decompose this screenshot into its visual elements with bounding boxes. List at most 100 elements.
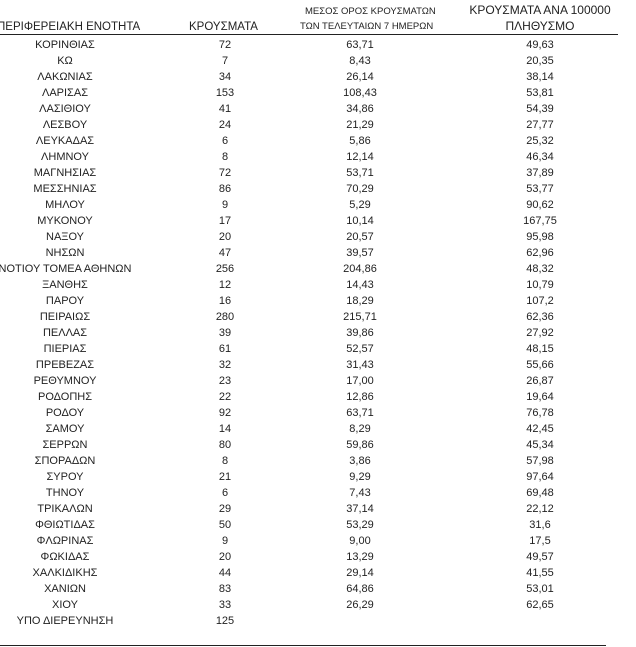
cases-cell: 20 bbox=[218, 231, 232, 243]
per100k-cell: 26,87 bbox=[526, 375, 554, 387]
region-cell: ΝΑΞΟΥ bbox=[46, 231, 84, 243]
cases-cell: 47 bbox=[218, 247, 232, 259]
table-row: ΣΠΟΡΑΔΩΝ 8 3,86 57,98 bbox=[0, 453, 636, 469]
cases-cell: 9 bbox=[221, 199, 229, 211]
per100k-cell: 53,77 bbox=[526, 183, 554, 195]
table-row: ΜΕΣΣΗΝΙΑΣ 86 70,29 53,77 bbox=[0, 181, 636, 197]
avg7-cell: 26,29 bbox=[346, 599, 374, 611]
region-cell: ΛΗΜΝΟΥ bbox=[41, 151, 89, 163]
per100k-cell: 76,78 bbox=[526, 407, 554, 419]
avg7-cell: 31,43 bbox=[346, 359, 374, 371]
region-cell: ΦΛΩΡΙΝΑΣ bbox=[36, 535, 94, 547]
per100k-cell: 25,32 bbox=[526, 135, 554, 147]
per100k-cell: 27,92 bbox=[526, 327, 554, 339]
header-avg-line2: ΤΩΝ ΤΕΛΕΥΤΑΙΩΝ 7 ΗΜΕΡΩΝ bbox=[300, 21, 434, 32]
cases-cell: 72 bbox=[218, 39, 232, 51]
per100k-cell: 55,66 bbox=[526, 359, 554, 371]
cases-cell: 6 bbox=[221, 135, 229, 147]
table-row: ΡΟΔΟΠΗΣ 22 12,86 19,64 bbox=[0, 389, 636, 405]
table-row: ΠΑΡΟΥ 16 18,29 107,2 bbox=[0, 293, 636, 309]
per100k-cell: 46,34 bbox=[526, 151, 554, 163]
cases-cell: 80 bbox=[218, 439, 232, 451]
per100k-cell: 38,14 bbox=[526, 71, 554, 83]
table-row: ΛΑΚΩΝΙΑΣ 34 26,14 38,14 bbox=[0, 69, 636, 85]
table-row: ΠΙΕΡΙΑΣ 61 52,57 48,15 bbox=[0, 341, 636, 357]
region-cell: ΛΑΡΙΣΑΣ bbox=[41, 87, 88, 99]
per100k-cell: 48,15 bbox=[526, 343, 554, 355]
cases-cell: 6 bbox=[221, 487, 229, 499]
table-row: ΡΕΘΥΜΝΟΥ 23 17,00 26,87 bbox=[0, 373, 636, 389]
per100k-cell: 95,98 bbox=[526, 231, 554, 243]
region-cell: ΣΠΟΡΑΔΩΝ bbox=[34, 455, 96, 467]
header-per100k-line2: ΠΛΗΘΥΣΜΟ bbox=[505, 19, 575, 33]
per100k-cell: 62,36 bbox=[526, 311, 554, 323]
region-cell: ΜΗΛΟΥ bbox=[45, 199, 85, 211]
table-row: ΛΕΥΚΑΔΑΣ 6 5,86 25,32 bbox=[0, 133, 636, 149]
table-row: ΜΗΛΟΥ 9 5,29 90,62 bbox=[0, 197, 636, 213]
table-row: ΤΗΝΟΥ 6 7,43 69,48 bbox=[0, 485, 636, 501]
region-cell: ΛΑΣΙΘΙΟΥ bbox=[39, 103, 91, 115]
table-row: ΚΩ 7 8,43 20,35 bbox=[0, 53, 636, 69]
table-row: ΣΥΡΟΥ 21 9,29 97,64 bbox=[0, 469, 636, 485]
table-row: ΦΛΩΡΙΝΑΣ 9 9,00 17,5 bbox=[0, 533, 636, 549]
region-cell: ΠΡΕΒΕΖΑΣ bbox=[35, 359, 95, 371]
avg7-cell: 39,86 bbox=[346, 327, 374, 339]
table-row: ΡΟΔΟΥ 92 63,71 76,78 bbox=[0, 405, 636, 421]
avg7-cell: 204,86 bbox=[343, 263, 377, 275]
region-cell: ΣΕΡΡΩΝ bbox=[42, 439, 88, 451]
cases-cell: 12 bbox=[218, 279, 232, 291]
cases-cell: 23 bbox=[218, 375, 232, 387]
avg7-cell: 3,86 bbox=[349, 455, 371, 467]
avg7-cell: 59,86 bbox=[346, 439, 374, 451]
per100k-cell: 41,55 bbox=[526, 567, 554, 579]
per100k-cell: 53,81 bbox=[526, 87, 554, 99]
region-cell: ΠΕΛΛΑΣ bbox=[42, 327, 88, 339]
avg7-cell: 7,43 bbox=[349, 487, 371, 499]
table-row: ΛΗΜΝΟΥ 8 12,14 46,34 bbox=[0, 149, 636, 165]
region-cell: ΝΟΤΙΟΥ ΤΟΜΕΑ ΑΘΗΝΩΝ bbox=[0, 263, 132, 275]
region-cell: ΥΠΟ ΔΙΕΡΕΥΝΗΣΗ bbox=[16, 615, 114, 627]
region-cell: ΛΕΥΚΑΔΑΣ bbox=[35, 135, 95, 147]
per100k-cell: 57,98 bbox=[526, 455, 554, 467]
table-row: ΜΥΚΟΝΟΥ 17 10,14 167,75 bbox=[0, 213, 636, 229]
avg7-cell: 8,43 bbox=[349, 55, 371, 67]
cases-cell: 8 bbox=[221, 151, 229, 163]
cases-cell: 86 bbox=[218, 183, 232, 195]
region-cell: ΤΗΝΟΥ bbox=[45, 487, 85, 499]
avg7-cell: 9,00 bbox=[349, 535, 371, 547]
region-cell: ΧΑΝΙΩΝ bbox=[44, 583, 86, 595]
per100k-cell: 90,62 bbox=[526, 199, 554, 211]
table-row: ΤΡΙΚΑΛΩΝ 29 37,14 22,12 bbox=[0, 501, 636, 517]
cases-cell: 21 bbox=[218, 471, 232, 483]
table-row: ΦΘΙΩΤΙΔΑΣ 50 53,29 31,6 bbox=[0, 517, 636, 533]
avg7-cell: 108,43 bbox=[343, 87, 377, 99]
cases-cell: 61 bbox=[218, 343, 232, 355]
cases-cell: 22 bbox=[218, 391, 232, 403]
header-avg-line1: ΜΕΣΟΣ ΟΡΟΣ ΚΡΟΥΣΜΑΤΩΝ bbox=[305, 6, 436, 17]
cases-cell: 44 bbox=[218, 567, 232, 579]
avg7-cell: 53,29 bbox=[346, 519, 374, 531]
cases-cell: 16 bbox=[218, 295, 232, 307]
header-divider bbox=[0, 34, 618, 35]
avg7-cell: 17,00 bbox=[346, 375, 374, 387]
cases-cell: 125 bbox=[215, 615, 235, 627]
bottom-divider bbox=[0, 645, 606, 646]
cases-cell: 14 bbox=[218, 423, 232, 435]
per100k-cell: 17,5 bbox=[529, 535, 551, 547]
cases-cell: 256 bbox=[215, 263, 235, 275]
avg7-cell: 37,14 bbox=[346, 503, 374, 515]
avg7-cell: 20,57 bbox=[346, 231, 374, 243]
per100k-cell: 53,01 bbox=[526, 583, 554, 595]
avg7-cell: 5,86 bbox=[349, 135, 371, 147]
table-row: ΧΑΛΚΙΔΙΚΗΣ 44 29,14 41,55 bbox=[0, 565, 636, 581]
table-row: ΣΑΜΟΥ 14 8,29 42,45 bbox=[0, 421, 636, 437]
avg7-cell: 64,86 bbox=[346, 583, 374, 595]
per100k-cell: 97,64 bbox=[526, 471, 554, 483]
cases-cell: 33 bbox=[218, 599, 232, 611]
table-row: ΜΑΓΝΗΣΙΑΣ 72 53,71 37,89 bbox=[0, 165, 636, 181]
avg7-cell: 26,14 bbox=[346, 71, 374, 83]
cases-cell: 92 bbox=[218, 407, 232, 419]
per100k-cell: 10,79 bbox=[526, 279, 554, 291]
cases-cell: 50 bbox=[218, 519, 232, 531]
table-row: ΝΑΞΟΥ 20 20,57 95,98 bbox=[0, 229, 636, 245]
